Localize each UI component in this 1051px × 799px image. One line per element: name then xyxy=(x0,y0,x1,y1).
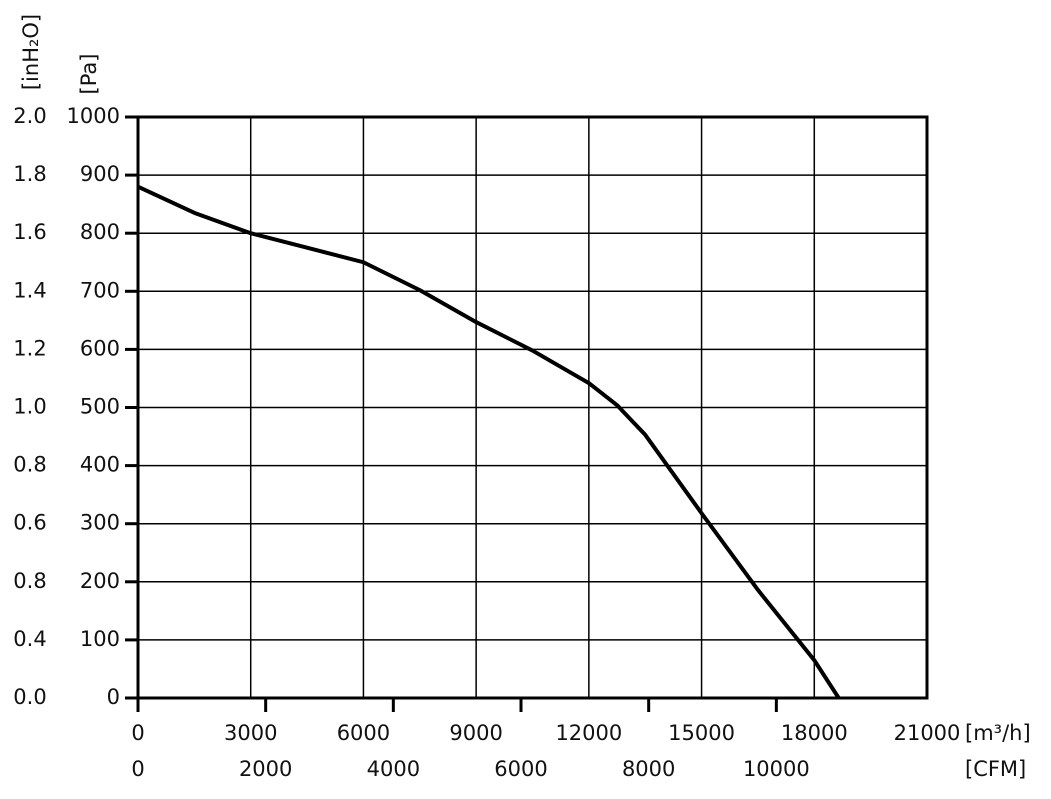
y-tick-label: 1000 xyxy=(67,104,120,128)
y2-tick-label: 1.6 xyxy=(13,220,46,244)
y-axis-label: [Pa] xyxy=(77,54,101,95)
y2-tick-label: 0.4 xyxy=(13,627,46,651)
y-tick-label: 200 xyxy=(80,569,120,593)
x-tick-label: 12000 xyxy=(555,721,622,745)
y2-tick-label: 0.0 xyxy=(13,685,46,709)
y-tick-label: 500 xyxy=(80,395,120,419)
x-tick-label: 18000 xyxy=(781,721,848,745)
plot-frame xyxy=(136,115,929,700)
x2-tick-label: 6000 xyxy=(494,757,547,781)
y2-tick-label: 1.8 xyxy=(13,162,46,186)
x-tick-label: 15000 xyxy=(668,721,735,745)
y-tick-label: 300 xyxy=(80,511,120,535)
y-tick-label: 600 xyxy=(80,336,120,360)
x2-axis-label: [CFM] xyxy=(965,757,1026,781)
y-tick-label: 900 xyxy=(80,162,120,186)
y-tick-label: 700 xyxy=(80,278,120,302)
x-tick-label: 21000 xyxy=(894,721,961,745)
y-tick-label: 800 xyxy=(80,220,120,244)
x-tick-label: 3000 xyxy=(224,721,277,745)
x2-tick-label: 4000 xyxy=(367,757,420,781)
x-axis-label: [m³/h] xyxy=(965,721,1031,745)
y2-axis-label: [inH₂O] xyxy=(19,14,43,90)
y2-tick-label: 0.6 xyxy=(13,511,46,535)
x2-tick-label: 10000 xyxy=(743,757,810,781)
x2-tick-label: 2000 xyxy=(239,757,292,781)
x2-tick-label: 0 xyxy=(131,757,144,781)
y-tick-label: 0 xyxy=(107,685,120,709)
y2-tick-label: 0.8 xyxy=(13,569,46,593)
x-tick-label: 0 xyxy=(131,721,144,745)
y-tick-label: 100 xyxy=(80,627,120,651)
y2-tick-label: 2.0 xyxy=(13,104,46,128)
x-tick-label: 6000 xyxy=(337,721,390,745)
y2-tick-label: 1.0 xyxy=(13,395,46,419)
curve xyxy=(137,184,841,700)
y2-tick-label: 0.8 xyxy=(13,453,46,477)
y2-tick-label: 1.4 xyxy=(13,278,46,302)
y2-tick-label: 1.2 xyxy=(13,336,46,360)
x-tick-label: 9000 xyxy=(449,721,502,745)
x2-tick-label: 8000 xyxy=(622,757,675,781)
y-tick-label: 400 xyxy=(80,453,120,477)
